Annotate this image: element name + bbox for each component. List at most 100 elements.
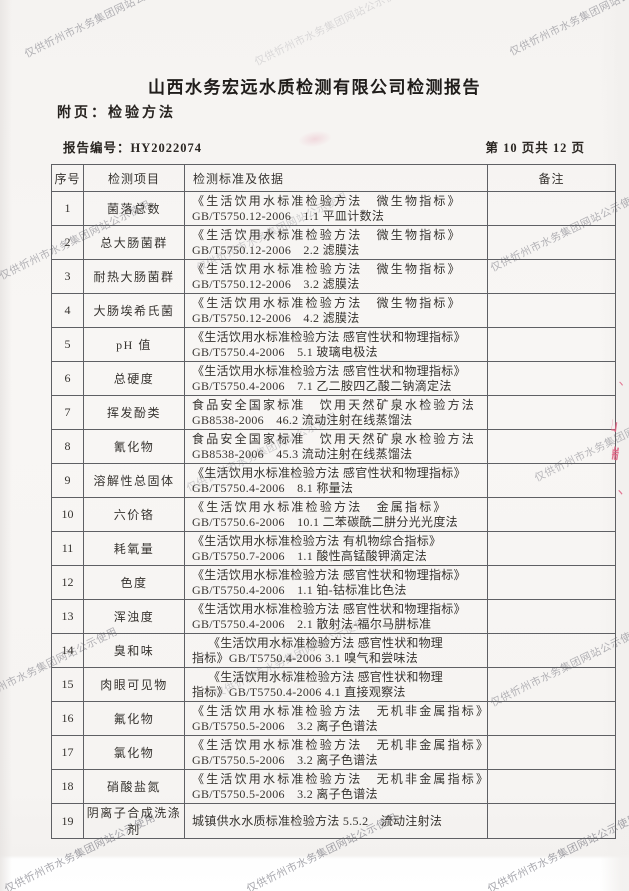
header-seq: 序号 — [51, 164, 84, 192]
row-standard: 《生活饮用水标准检验方法 感官性状和物理指标》 GB/T5750.4-2006 … — [184, 599, 488, 634]
row-standard: 《生活饮用水标准检验方法 有机物综合指标》 GB/T5750.7-2006 1.… — [184, 531, 488, 566]
row-remark — [487, 361, 616, 396]
standard-line-1: 《生活饮用水标准检验方法 有机物综合指标》 — [192, 533, 442, 548]
row-remark — [487, 701, 616, 736]
header-remark: 备注 — [487, 164, 616, 192]
row-seq: 18 — [51, 769, 84, 804]
row-seq: 13 — [51, 599, 84, 634]
row-standard: 《生活饮用水标准检验方法 无机非金属指标》 GB/T5750.5-2006 3.… — [184, 769, 491, 804]
row-remark — [487, 191, 616, 226]
standard-line-2: 指标》GB/T5750.4-2006 4.1 直接观察法 — [192, 684, 406, 699]
row-item: 硝酸盐氮 — [83, 769, 185, 804]
table-row: 7 挥发酚类 食品安全国家标准 饮用天然矿泉水检验方法 GB8538-2006 … — [51, 395, 616, 430]
row-item: 氯化物 — [83, 735, 185, 770]
edge-seal-fragment: 丶 — [615, 487, 626, 499]
standard-line-1: 《生活饮用水标准检验方法 微生物指标》 — [192, 295, 462, 310]
row-standard: 《生活饮用水标准检验方法 微生物指标》 GB/T5750.12-2006 4.2… — [184, 293, 488, 328]
row-seq: 4 — [51, 293, 84, 328]
header-item: 检测项目 — [83, 164, 185, 192]
report-number-label: 报告编号： — [63, 141, 131, 155]
standard-line-2: GB/T5750.4-2006 2.1 散射法-福尔马肼标准 — [192, 616, 432, 631]
table-row: 8 氰化物 食品安全国家标准 饮用天然矿泉水检验方法 GB8538-2006 4… — [51, 429, 616, 464]
row-remark — [487, 497, 616, 532]
row-item: 六价铬 — [83, 497, 185, 532]
standard-line-1: 《生活饮用水标准检验方法 无机非金属指标》 — [192, 771, 491, 786]
table-row: 3 耐热大肠菌群 《生活饮用水标准检验方法 微生物指标》 GB/T5750.12… — [51, 259, 616, 294]
methods-table: 序号 检测项目 检测标准及依据 备注 1 菌落总数 《生活饮用水标准检验方法 微… — [51, 164, 616, 839]
row-item: 臭和味 — [83, 633, 185, 668]
standard-line-2: GB/T5750.4-2006 8.1 称量法 — [192, 480, 354, 495]
row-standard: 《生活饮用水标准检验方法 无机非金属指标》 GB/T5750.5-2006 3.… — [184, 701, 491, 736]
standard-line-2: GB/T5750.12-2006 1.1 平皿计数法 — [192, 208, 385, 223]
standard-line-1: 《生活饮用水标准检验方法 感官性状和物理 — [208, 669, 444, 684]
row-item: 总硬度 — [83, 361, 185, 396]
row-seq: 5 — [51, 327, 84, 362]
standard-line-2: GB/T5750.5-2006 3.2 离子色谱法 — [192, 752, 378, 767]
row-item: 耐热大肠菌群 — [83, 259, 185, 294]
table-row: 2 总大肠菌群 《生活饮用水标准检验方法 微生物指标》 GB/T5750.12-… — [51, 225, 616, 260]
row-seq: 16 — [51, 701, 84, 736]
row-seq: 6 — [51, 361, 84, 396]
standard-line-2: GB/T5750.12-2006 4.2 滤膜法 — [192, 310, 360, 325]
standard-line-2: GB/T5750.4-2006 5.1 玻璃电极法 — [192, 344, 378, 359]
row-item: 溶解性总固体 — [83, 463, 185, 498]
standard-line-1: 《生活饮用水标准检验方法 感官性状和物理 — [208, 635, 444, 650]
row-remark — [487, 633, 616, 668]
standard-line-1: 《生活饮用水标准检验方法 感官性状和物理指标》 — [192, 363, 466, 378]
row-item: 大肠埃希氏菌 — [83, 293, 185, 328]
row-remark — [487, 531, 616, 566]
table-row: 4 大肠埃希氏菌 《生活饮用水标准检验方法 微生物指标》 GB/T5750.12… — [51, 293, 616, 328]
appendix-subtitle: 附页：检验方法 — [57, 106, 176, 121]
row-item: 肉眼可见物 — [83, 667, 185, 702]
standard-line-2: GB/T5750.12-2006 2.2 滤膜法 — [192, 242, 360, 257]
table-row: 1 菌落总数 《生活饮用水标准检验方法 微生物指标》 GB/T5750.12-2… — [51, 191, 616, 226]
row-standard: 《生活饮用水标准检验方法 无机非金属指标》 GB/T5750.5-2006 3.… — [184, 735, 488, 770]
row-seq: 17 — [51, 735, 84, 770]
row-remark — [487, 667, 616, 702]
standard-line-2: GB/T5750.12-2006 3.2 滤膜法 — [192, 276, 360, 291]
row-standard: 《生活饮用水标准检验方法 感官性状和物理 指标》GB/T5750.4-2006 … — [184, 667, 488, 702]
row-remark — [487, 769, 616, 804]
table-row: 5 pH 值 《生活饮用水标准检验方法 感官性状和物理指标》 GB/T5750.… — [51, 327, 616, 362]
row-seq: 14 — [51, 633, 84, 668]
table-row: 19 阴离子合成洗涤剂 城镇供水水质标准检验方法 5.5.2 流动注射法 — [51, 803, 616, 839]
table-row: 18 硝酸盐氮 《生活饮用水标准检验方法 无机非金属指标》 GB/T5750.5… — [51, 769, 616, 804]
table-row: 11 耗氧量 《生活饮用水标准检验方法 有机物综合指标》 GB/T5750.7-… — [51, 531, 616, 566]
report-number: 报告编号：HY2022074 — [63, 137, 202, 156]
standard-line-2: GB/T5750.5-2006 3.2 离子色谱法 — [192, 718, 378, 733]
row-seq: 11 — [51, 531, 84, 566]
row-item: 耗氧量 — [83, 531, 185, 566]
standard-line-1: 《生活饮用水标准检验方法 感官性状和物理指标》 — [192, 601, 466, 616]
row-remark — [487, 259, 616, 294]
standard-line-2: GB/T5750.6-2006 10.1 二苯碳酰二肼分光光度法 — [192, 514, 458, 529]
row-item: 菌落总数 — [83, 191, 185, 226]
report-number-value: HY2022074 — [130, 141, 203, 155]
row-seq: 1 — [51, 191, 84, 226]
row-remark — [487, 395, 616, 430]
standard-line-1: 《生活饮用水标准检验方法 无机非金属指标》 — [192, 703, 491, 718]
standard-line-1: 《生活饮用水标准检验方法 感官性状和物理指标》 — [192, 567, 466, 582]
methods-table-body: 1 菌落总数 《生活饮用水标准检验方法 微生物指标》 GB/T5750.12-2… — [51, 191, 616, 839]
row-standard: 《生活饮用水标准检验方法 微生物指标》 GB/T5750.12-2006 1.1… — [184, 191, 488, 226]
row-seq: 12 — [51, 565, 84, 600]
row-standard: 食品安全国家标准 饮用天然矿泉水检验方法 GB8538-2006 45.3 流动… — [184, 429, 488, 464]
table-row: 12 色度 《生活饮用水标准检验方法 感官性状和物理指标》 GB/T5750.4… — [51, 565, 616, 600]
row-seq: 7 — [51, 395, 84, 430]
row-item: 总大肠菌群 — [83, 225, 185, 260]
row-remark — [487, 735, 616, 770]
row-seq: 9 — [51, 463, 84, 498]
row-remark — [487, 225, 616, 260]
row-item: 阴离子合成洗涤剂 — [83, 803, 185, 839]
table-header-row: 序号 检测项目 检测标准及依据 备注 — [51, 164, 616, 192]
row-remark — [487, 463, 616, 498]
row-remark — [487, 599, 616, 634]
watermark-text: 仅供忻州市水务集团网站公示使用 — [252, 0, 408, 69]
standard-line-1: 《生活饮用水标准检验方法 金属指标》 — [192, 499, 448, 514]
report-title: 山西水务宏远水质检测有限公司检测报告 — [148, 78, 481, 97]
row-standard: 《生活饮用水标准检验方法 感官性状和物理指标》 GB/T5750.4-2006 … — [184, 565, 488, 600]
row-seq: 10 — [51, 497, 84, 532]
row-seq: 2 — [51, 225, 84, 260]
row-standard: 《生活饮用水标准检验方法 感官性状和物理指标》 GB/T5750.4-2006 … — [184, 327, 488, 362]
table-row: 13 浑浊度 《生活饮用水标准检验方法 感官性状和物理指标》 GB/T5750.… — [51, 599, 616, 634]
